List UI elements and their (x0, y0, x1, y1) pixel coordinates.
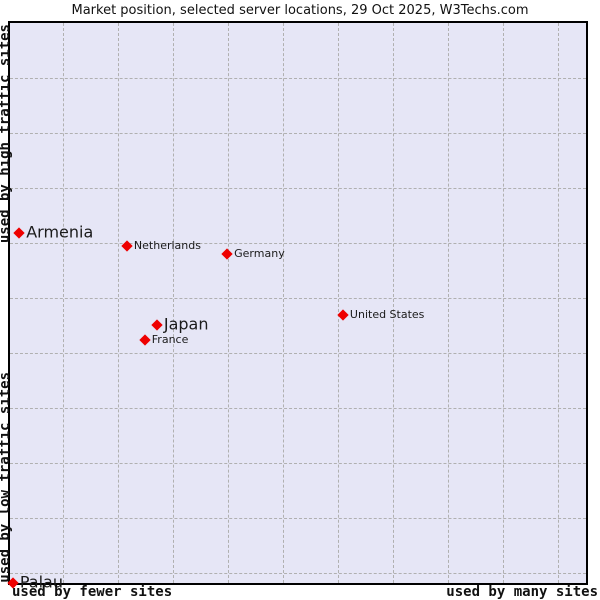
data-point-label-palau: Palau (19, 572, 63, 592)
plot-area: Armenia Netherlands Germany United States Ja… (7, 21, 588, 592)
chart-title: Market position, selected server locatio… (71, 3, 529, 18)
data-point-label-germany: Germany (234, 247, 285, 261)
gridline-vertical (228, 23, 229, 583)
gridline-vertical (173, 23, 174, 583)
y-axis-label-low-traffic: used by low traffic sites (0, 372, 13, 583)
data-point-label-armenia: Armenia (26, 222, 94, 242)
gridline-vertical (338, 23, 339, 583)
gridline-horizontal (10, 353, 586, 354)
gridline-horizontal (10, 463, 586, 464)
gridline-vertical (448, 23, 449, 583)
gridline-horizontal (10, 298, 586, 299)
x-axis-label-fewer-sites: used by fewer sites (12, 584, 173, 600)
data-point-label-united-states: United States (349, 307, 425, 321)
gridline-horizontal (10, 518, 586, 519)
gridline-vertical (118, 23, 119, 583)
gridline-vertical (283, 23, 284, 583)
data-point-label-france: France (151, 332, 189, 346)
x-axis-label-many-sites: used by many sites (446, 584, 598, 600)
gridline-vertical (63, 23, 64, 583)
gridline-horizontal (10, 408, 586, 409)
data-point-germany (221, 248, 233, 260)
gridline-horizontal (10, 78, 586, 79)
data-point-france (139, 334, 151, 346)
data-point-label-netherlands: Netherlands (133, 238, 201, 252)
gridline-vertical (558, 23, 559, 583)
gridline-horizontal (10, 573, 586, 574)
gridline-horizontal (10, 133, 586, 134)
y-axis-label-high-traffic: used by high traffic sites (0, 24, 13, 244)
gridline-horizontal (10, 188, 586, 189)
gridline-vertical (393, 23, 394, 583)
data-point-japan (151, 319, 163, 331)
data-point-netherlands (121, 240, 133, 252)
gridline-horizontal (10, 243, 586, 244)
data-point-label-japan: Japan (163, 314, 209, 334)
gridline-vertical (503, 23, 504, 583)
data-point-armenia (13, 227, 25, 239)
